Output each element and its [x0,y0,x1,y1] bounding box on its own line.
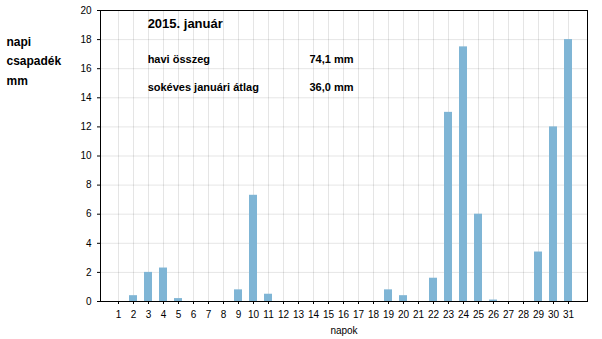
svg-text:11: 11 [263,309,274,320]
svg-text:19: 19 [383,309,395,320]
svg-text:8: 8 [221,309,227,320]
svg-text:6: 6 [191,309,197,320]
svg-text:25: 25 [473,309,485,320]
svg-text:havi összeg: havi összeg [148,53,210,65]
svg-text:16: 16 [338,309,350,320]
svg-text:21: 21 [413,309,425,320]
svg-text:2: 2 [86,267,92,278]
svg-text:12: 12 [278,309,290,320]
svg-text:26: 26 [488,309,500,320]
svg-text:0: 0 [86,296,92,307]
svg-text:9: 9 [236,309,242,320]
svg-text:14: 14 [308,309,320,320]
svg-text:napicsapadékmm: napicsapadékmm [7,35,62,87]
svg-text:74,1 mm: 74,1 mm [309,53,353,65]
svg-text:8: 8 [86,179,92,190]
svg-text:30: 30 [548,309,560,320]
svg-text:4: 4 [86,238,92,249]
svg-text:18: 18 [368,309,380,320]
svg-text:28: 28 [518,309,530,320]
svg-text:5: 5 [176,309,182,320]
svg-text:13: 13 [293,309,305,320]
svg-text:14: 14 [80,92,92,103]
svg-text:3: 3 [146,309,152,320]
svg-text:10: 10 [80,150,92,161]
svg-text:23: 23 [443,309,455,320]
svg-text:15: 15 [323,309,335,320]
svg-text:27: 27 [503,309,515,320]
svg-text:1: 1 [116,309,122,320]
svg-text:2: 2 [131,309,137,320]
svg-text:29: 29 [533,309,545,320]
svg-text:31: 31 [563,309,575,320]
svg-text:18: 18 [80,34,92,45]
svg-text:napok: napok [330,325,358,336]
svg-text:7: 7 [206,309,212,320]
svg-text:20: 20 [80,5,92,16]
svg-text:4: 4 [161,309,167,320]
svg-text:sokéves januári átlag: sokéves januári átlag [148,81,259,93]
svg-text:10: 10 [248,309,260,320]
svg-text:24: 24 [458,309,470,320]
svg-text:36,0 mm: 36,0 mm [309,81,353,93]
svg-text:20: 20 [398,309,410,320]
svg-text:17: 17 [353,309,365,320]
svg-text:12: 12 [80,121,92,132]
svg-text:2015. január: 2015. január [148,16,223,31]
svg-text:16: 16 [80,63,92,74]
svg-text:22: 22 [428,309,440,320]
svg-text:6: 6 [86,208,92,219]
